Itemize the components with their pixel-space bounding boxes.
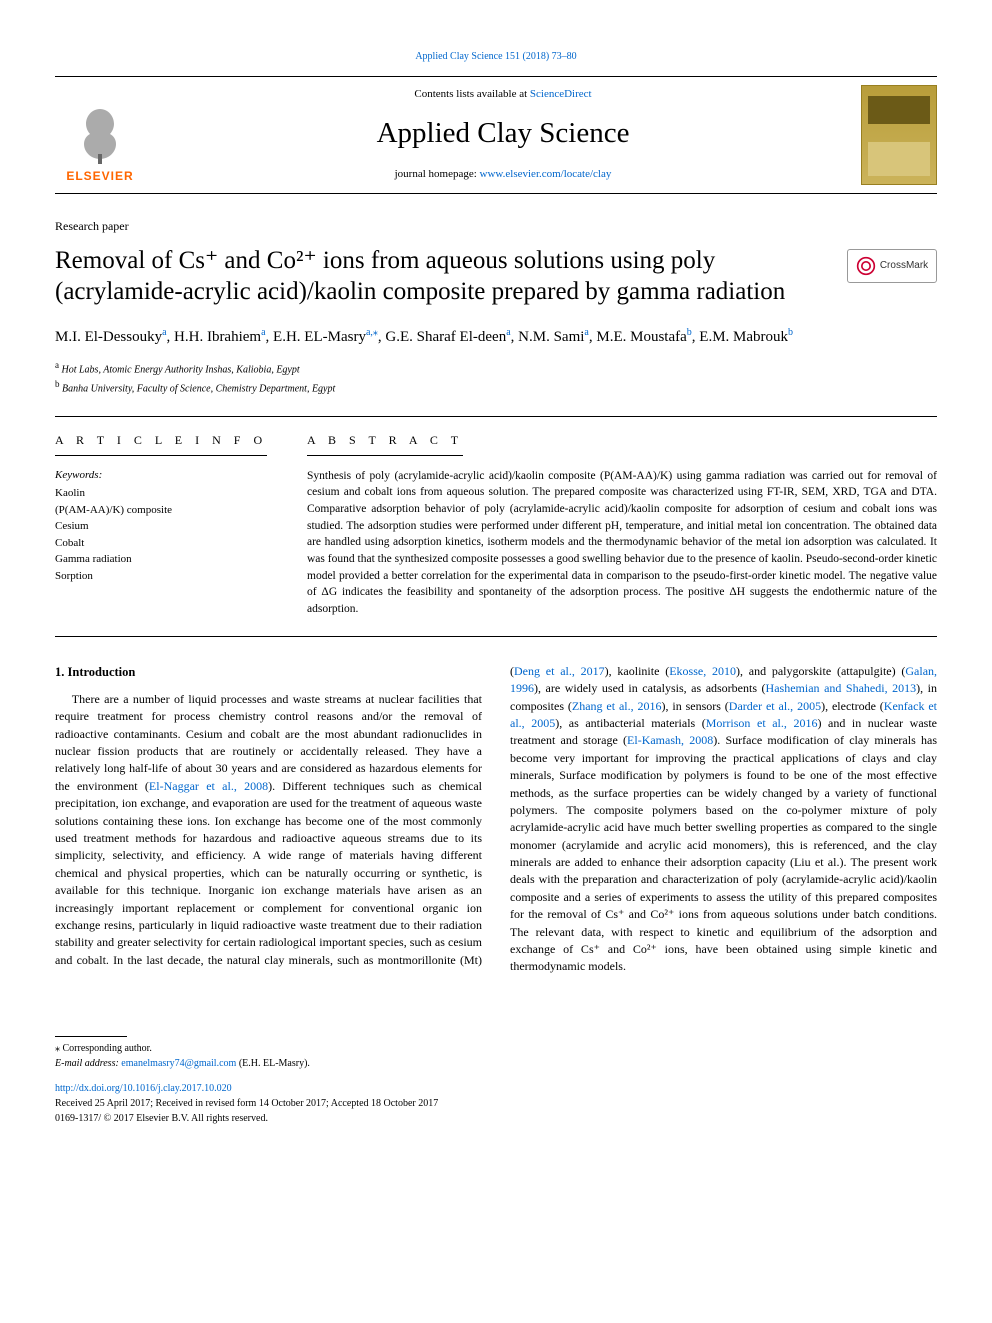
keyword-item: (P(AM-AA)/K) composite: [55, 502, 275, 519]
author-affiliation-link[interactable]: a: [584, 327, 588, 338]
citation-link[interactable]: El-Kamash, 2008: [627, 733, 713, 747]
corresponding-author-note: ⁎ Corresponding author.: [55, 1041, 937, 1056]
author-affiliation-link[interactable]: a: [506, 327, 510, 338]
keyword-item: Cobalt: [55, 535, 275, 552]
footnote-rule: [55, 1036, 127, 1037]
journal-cover-thumbnail[interactable]: [861, 85, 937, 185]
intro-paragraph: There are a number of liquid processes a…: [55, 663, 937, 976]
elsevier-logo[interactable]: ELSEVIER: [55, 85, 145, 185]
citation-link[interactable]: El-Naggar et al., 2008: [149, 779, 268, 793]
keyword-item: Sorption: [55, 568, 275, 585]
author-name: H.H. Ibrahiem: [174, 329, 261, 345]
journal-name: Applied Clay Science: [145, 113, 861, 154]
keyword-item: Kaolin: [55, 485, 275, 502]
page-footer: ⁎ Corresponding author. E-mail address: …: [55, 1036, 937, 1126]
article-title: Removal of Cs⁺ and Co²⁺ ions from aqueou…: [55, 245, 827, 308]
author-name: M.E. Moustafa: [596, 329, 686, 345]
affiliations: a Hot Labs, Atomic Energy Authority Insh…: [55, 359, 937, 396]
keywords-label: Keywords:: [55, 468, 275, 483]
homepage-prefix: journal homepage:: [395, 168, 480, 180]
author-name: M.I. El-Dessouky: [55, 329, 162, 345]
author-affiliation-link[interactable]: a: [261, 327, 265, 338]
keyword-item: Gamma radiation: [55, 551, 275, 568]
author-affiliation-link[interactable]: b: [687, 327, 692, 338]
crossmark-label: CrossMark: [880, 259, 928, 273]
author-name: N.M. Sami: [518, 329, 584, 345]
article-type: Research paper: [55, 218, 937, 235]
sciencedirect-link[interactable]: ScienceDirect: [530, 88, 592, 100]
author-name: E.H. EL-Masry: [273, 329, 366, 345]
author-name: E.M. Mabrouk: [699, 329, 788, 345]
elsevier-wordmark: ELSEVIER: [66, 168, 133, 185]
citation-link[interactable]: Zhang et al., 2016: [572, 699, 662, 713]
journal-header: ELSEVIER Contents lists available at Sci…: [55, 76, 937, 194]
top-citation-link[interactable]: Applied Clay Science 151 (2018) 73–80: [415, 51, 576, 62]
homepage-line: journal homepage: www.elsevier.com/locat…: [145, 167, 861, 182]
article-body: 1. Introduction There are a number of li…: [55, 663, 937, 976]
article-info-heading: A R T I C L E I N F O: [55, 432, 267, 456]
contents-prefix: Contents lists available at: [414, 88, 529, 100]
crossmark-icon: [856, 256, 876, 276]
crossmark-button[interactable]: CrossMark: [847, 249, 937, 283]
authors-list: M.I. El-Dessoukya, H.H. Ibrahiema, E.H. …: [55, 325, 937, 349]
keyword-item: Cesium: [55, 518, 275, 535]
citation-link[interactable]: Ekosse, 2010: [669, 664, 736, 678]
email-line: E-mail address: emanelmasry74@gmail.com …: [55, 1056, 937, 1071]
abstract-heading: A B S T R A C T: [307, 432, 463, 456]
author-affiliation-link[interactable]: b: [788, 327, 793, 338]
copyright-line: 0169-1317/ © 2017 Elsevier B.V. All righ…: [55, 1111, 937, 1126]
citation-link[interactable]: Morrison et al., 2016: [706, 716, 818, 730]
author-email-link[interactable]: emanelmasry74@gmail.com: [121, 1058, 236, 1069]
affiliation-b: b Banha University, Faculty of Science, …: [55, 378, 937, 396]
author-affiliation-link[interactable]: a: [162, 327, 166, 338]
contents-line: Contents lists available at ScienceDirec…: [145, 87, 861, 102]
keywords-list: Kaolin(P(AM-AA)/K) compositeCesiumCobalt…: [55, 485, 275, 584]
intro-heading: 1. Introduction: [55, 663, 482, 681]
abstract-text: Synthesis of poly (acrylamide-acrylic ac…: [307, 468, 937, 618]
received-dates: Received 25 April 2017; Received in revi…: [55, 1096, 937, 1111]
citation-link[interactable]: Darder et al., 2005: [729, 699, 821, 713]
affiliation-a: a Hot Labs, Atomic Energy Authority Insh…: [55, 359, 937, 377]
corresponding-marker: ,⁎: [370, 327, 378, 338]
citation-link[interactable]: Deng et al., 2017: [514, 664, 605, 678]
author-name: G.E. Sharaf El-deen: [385, 329, 506, 345]
journal-homepage-link[interactable]: www.elsevier.com/locate/clay: [480, 168, 612, 180]
top-citation: Applied Clay Science 151 (2018) 73–80: [55, 50, 937, 64]
elsevier-tree-icon: [70, 104, 130, 166]
doi-link[interactable]: http://dx.doi.org/10.1016/j.clay.2017.10…: [55, 1083, 232, 1094]
citation-link[interactable]: Hashemian and Shahedi, 2013: [766, 681, 917, 695]
